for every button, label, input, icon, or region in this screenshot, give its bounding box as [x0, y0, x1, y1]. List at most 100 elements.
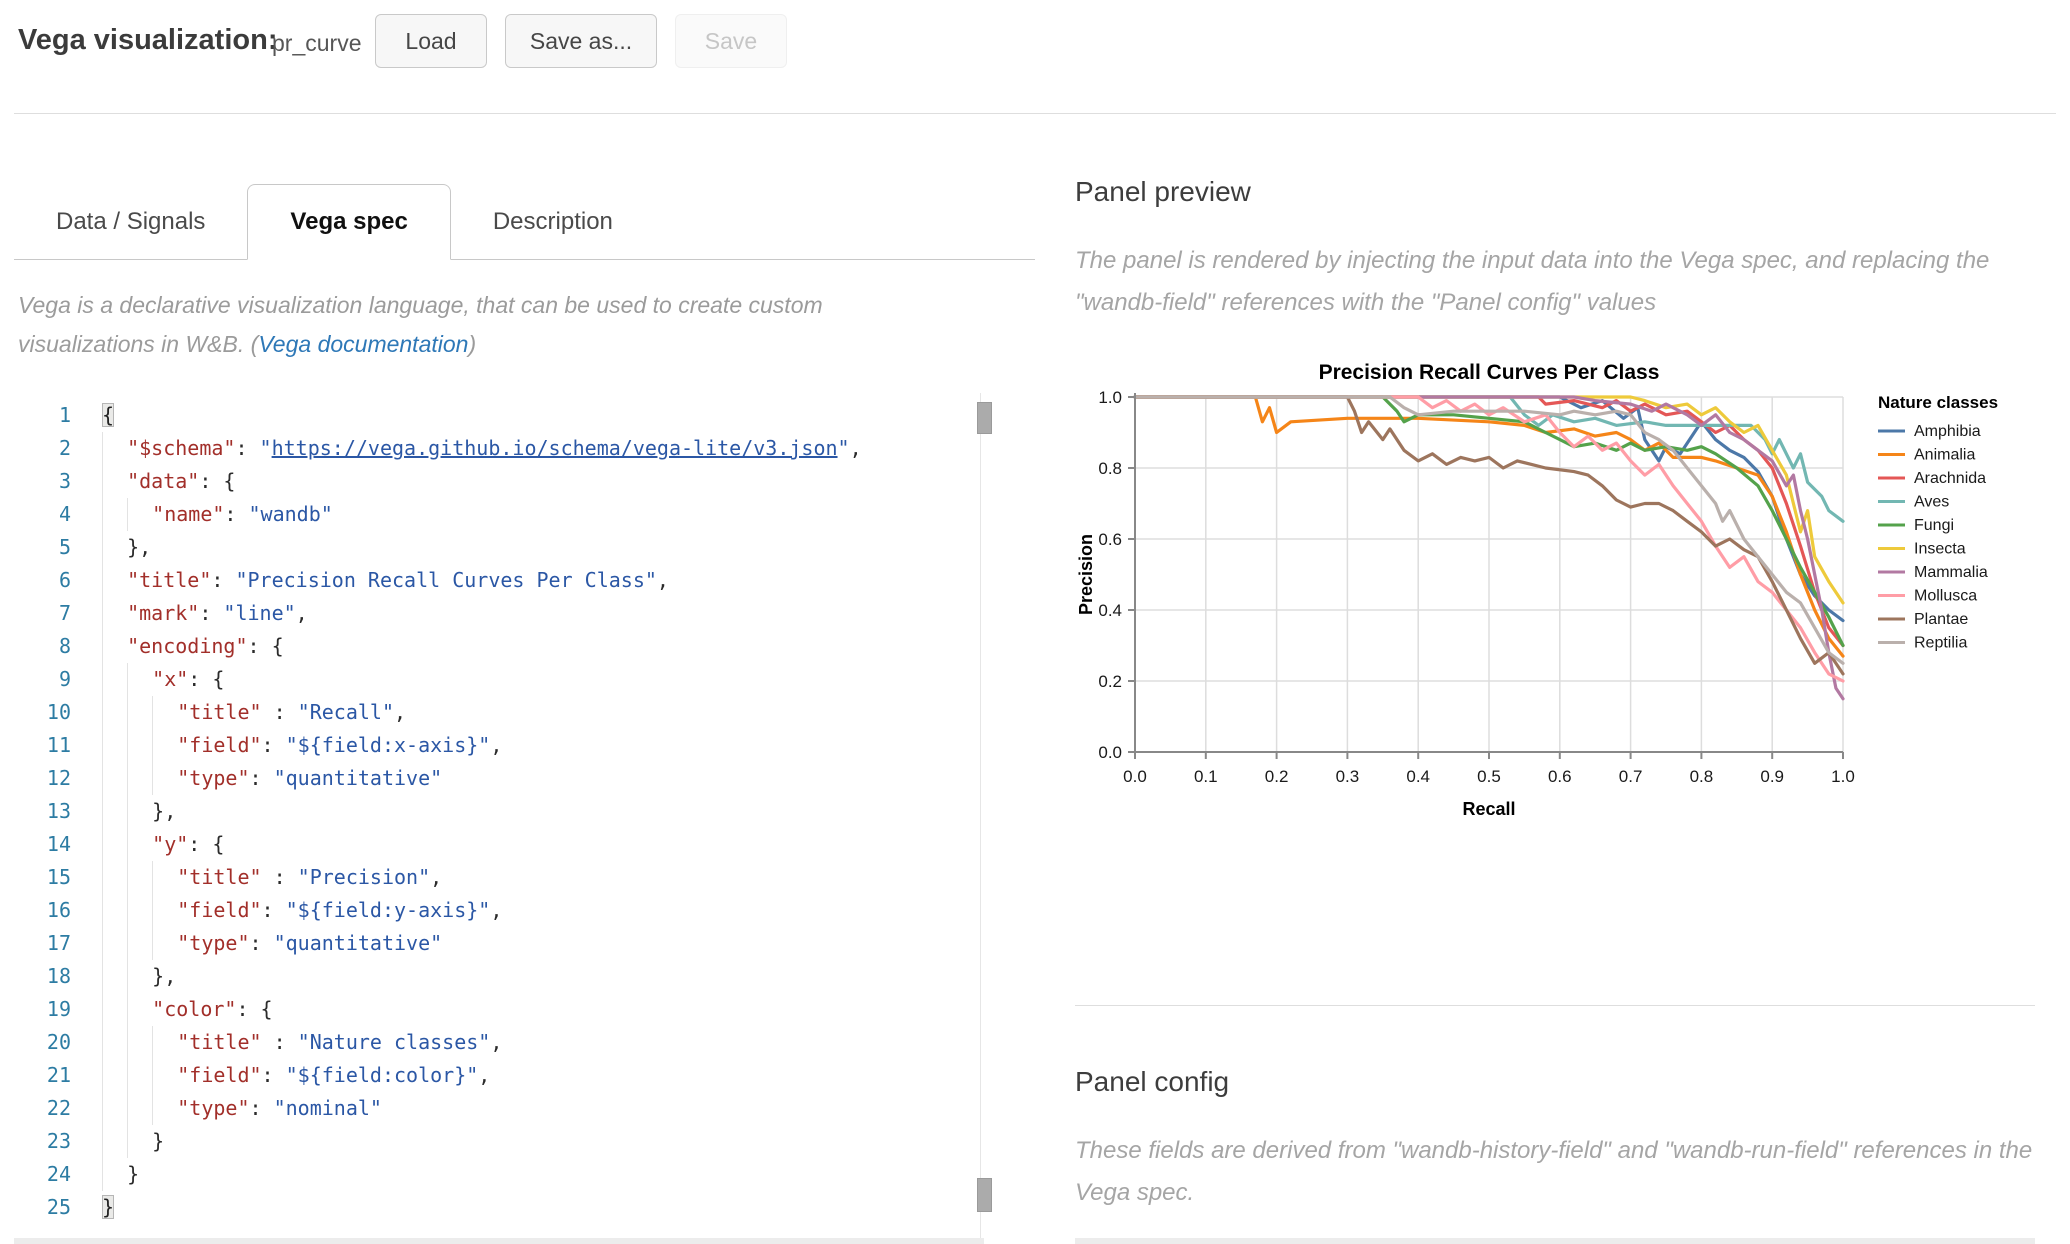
code-line[interactable]: 14 "y": { [14, 828, 978, 861]
code-line[interactable]: 8 "encoding": { [14, 630, 978, 663]
line-number: 17 [46, 931, 71, 955]
tab-description[interactable]: Description [492, 207, 613, 235]
indent-guide [102, 993, 127, 1026]
editor-scrollbar-track [980, 393, 981, 1244]
indent-guide [102, 1026, 127, 1059]
indent-guide [127, 1092, 152, 1125]
indent-guide [102, 531, 127, 564]
line-number: 10 [46, 700, 71, 724]
panel-config-description: These fields are derived from "wandb-his… [1075, 1137, 2033, 1206]
indent-guide [102, 498, 127, 531]
editor-scrollbar-thumb-top[interactable] [977, 402, 992, 434]
series-line-arachnida [1133, 395, 1845, 648]
code-line[interactable]: 9 "x": { [14, 663, 978, 696]
indent-guide [102, 1158, 127, 1191]
indent-guide [102, 432, 127, 465]
code-line[interactable]: 7 "mark": "line", [14, 597, 978, 630]
line-number: 13 [46, 799, 71, 823]
vega-documentation-link[interactable]: Vega documentation [258, 331, 469, 357]
svg-text:0.4: 0.4 [1098, 601, 1122, 620]
indent-guide [152, 762, 177, 795]
svg-text:0.6: 0.6 [1098, 530, 1122, 549]
svg-text:0.7: 0.7 [1619, 767, 1643, 786]
header-divider [14, 113, 2056, 114]
vega-intro-before: Vega is a declarative visualization lang… [18, 292, 823, 357]
legend-label-animalia: Animalia [1914, 447, 1975, 464]
code-line[interactable]: 11 "field": "${field:x-axis}", [14, 729, 978, 762]
svg-text:0.4: 0.4 [1406, 767, 1430, 786]
indent-guide [152, 729, 177, 762]
line-number: 9 [58, 667, 71, 691]
code-line[interactable]: 17 "type": "quantitative" [14, 927, 978, 960]
code-line[interactable]: 23} [14, 1125, 978, 1158]
editor-scrollbar-thumb-bottom[interactable] [977, 1178, 992, 1212]
svg-text:0.2: 0.2 [1265, 767, 1289, 786]
y-axis-title: Precision [1078, 534, 1096, 615]
indent-guide [127, 729, 152, 762]
panel-config-bottom-strip [1075, 1238, 2035, 1244]
indent-guide [152, 927, 177, 960]
page-title: Vega visualization: [18, 24, 278, 56]
indent-guide [102, 663, 127, 696]
load-button[interactable]: Load [375, 14, 487, 68]
series-line-reptilia [1133, 395, 1845, 665]
vega-spec-code-editor[interactable]: 1{2 "$schema": "https://vega.github.io/sc… [14, 393, 996, 1244]
legend-label-aves: Aves [1914, 494, 1949, 511]
code-lines[interactable]: 1{2 "$schema": "https://vega.github.io/sc… [14, 399, 978, 1224]
svg-text:1.0: 1.0 [1098, 388, 1122, 407]
line-number: 16 [46, 898, 71, 922]
indent-guide [102, 927, 127, 960]
svg-text:0.2: 0.2 [1098, 672, 1122, 691]
code-line[interactable]: 1{ [14, 399, 978, 432]
legend-label-fungi: Fungi [1914, 517, 1954, 534]
indent-guide [152, 1026, 177, 1059]
svg-text:0.8: 0.8 [1098, 459, 1122, 478]
panel-id-label: pr_curve [272, 30, 362, 56]
code-line[interactable]: 21 "field": "${field:color}", [14, 1059, 978, 1092]
code-line[interactable]: 2 "$schema": "https://vega.github.io/sche… [14, 432, 978, 465]
panel-config-heading: Panel config [1075, 1066, 1230, 1097]
line-number: 3 [58, 469, 71, 493]
code-line[interactable]: 12 "type": "quantitative" [14, 762, 978, 795]
code-line[interactable]: 19 "color": { [14, 993, 978, 1026]
x-axis-title: Recall [1462, 799, 1515, 819]
svg-text:0.1: 0.1 [1194, 767, 1218, 786]
line-number: 15 [46, 865, 71, 889]
code-line[interactable]: 20 "title" : "Nature classes", [14, 1026, 978, 1059]
code-line[interactable]: 6 "title": "Precision Recall Curves Per C… [14, 564, 978, 597]
code-line[interactable]: 16 "field": "${field:y-axis}", [14, 894, 978, 927]
svg-text:0.6: 0.6 [1548, 767, 1572, 786]
code-line[interactable]: 18}, [14, 960, 978, 993]
code-line[interactable]: 24} [14, 1158, 978, 1191]
line-number: 23 [46, 1129, 71, 1153]
code-line[interactable]: 4 "name": "wandb" [14, 498, 978, 531]
save-as-button[interactable]: Save as... [505, 14, 657, 68]
indent-guide [102, 1059, 127, 1092]
indent-guide [127, 1026, 152, 1059]
indent-guide [127, 498, 152, 531]
editor-horizontal-scrollbar[interactable] [14, 1238, 984, 1244]
indent-guide [127, 894, 152, 927]
tab-vega-spec[interactable]: Vega spec [247, 184, 451, 260]
code-line[interactable]: 22 "type": "nominal" [14, 1092, 978, 1125]
panel-config-divider [1075, 1005, 2035, 1006]
tab-data-signals[interactable]: Data / Signals [56, 207, 206, 235]
code-line[interactable]: 3 "data": { [14, 465, 978, 498]
line-number: 21 [46, 1063, 71, 1087]
svg-text:0.3: 0.3 [1336, 767, 1360, 786]
line-number: 19 [46, 997, 71, 1021]
indent-guide [102, 1125, 127, 1158]
legend-label-mollusca: Mollusca [1914, 588, 1977, 605]
code-line[interactable]: 13}, [14, 795, 978, 828]
indent-guide [102, 828, 127, 861]
line-number: 7 [58, 601, 71, 625]
code-line[interactable]: 10 "title" : "Recall", [14, 696, 978, 729]
indent-guide [102, 762, 127, 795]
indent-guide [127, 663, 152, 696]
code-line[interactable]: 15 "title" : "Precision", [14, 861, 978, 894]
line-number: 18 [46, 964, 71, 988]
indent-guide [102, 894, 127, 927]
code-line[interactable]: 25} [14, 1191, 978, 1224]
code-line[interactable]: 5}, [14, 531, 978, 564]
legend-label-mammalia: Mammalia [1914, 564, 1988, 581]
